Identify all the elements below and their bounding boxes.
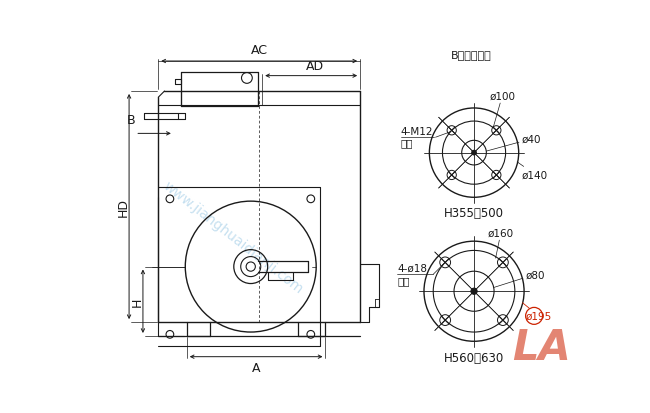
Text: 均布: 均布 <box>401 138 413 147</box>
Text: H: H <box>131 297 144 306</box>
Text: ø100: ø100 <box>489 91 515 128</box>
Text: ø40: ø40 <box>486 135 541 152</box>
Circle shape <box>246 262 255 272</box>
Text: HD: HD <box>116 197 129 216</box>
Text: 4-ø18: 4-ø18 <box>397 263 427 273</box>
Text: B向法兰尺寸: B向法兰尺寸 <box>451 50 492 59</box>
Circle shape <box>472 151 476 156</box>
Text: 4-M12: 4-M12 <box>401 127 434 137</box>
Text: H560～630: H560～630 <box>444 351 504 364</box>
Text: ø140: ø140 <box>517 162 548 180</box>
Text: www.jianghuaidianji.com: www.jianghuaidianji.com <box>161 179 306 297</box>
Text: AD: AD <box>306 59 324 73</box>
Text: ø195: ø195 <box>523 303 552 321</box>
Text: 均布: 均布 <box>397 275 410 285</box>
Text: ø160: ø160 <box>488 228 514 259</box>
Text: AC: AC <box>251 44 268 57</box>
Text: B: B <box>127 114 136 126</box>
Text: A: A <box>252 361 261 374</box>
Text: LA: LA <box>512 327 571 368</box>
Circle shape <box>471 288 477 294</box>
Text: ø80: ø80 <box>494 270 545 288</box>
Text: H355～500: H355～500 <box>444 206 504 220</box>
